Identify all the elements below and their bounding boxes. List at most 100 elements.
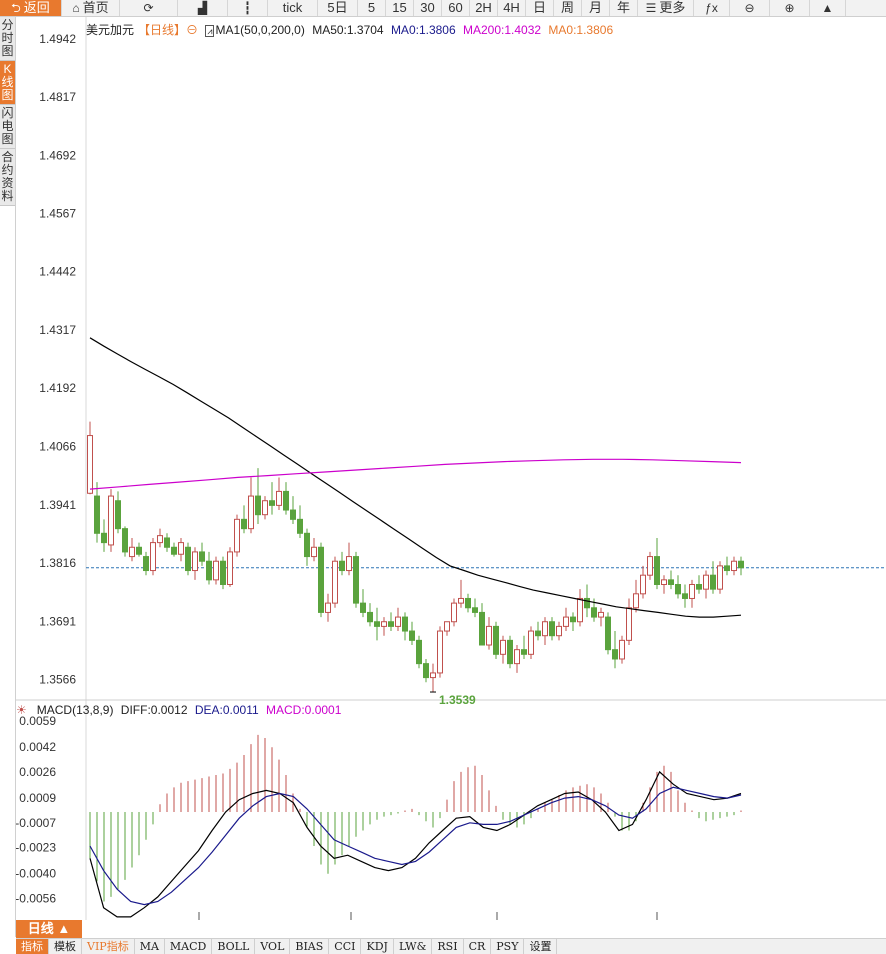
candle-body (262, 500, 268, 516)
indicator-tab-RSI[interactable]: RSI (432, 939, 464, 954)
candle-body (598, 611, 604, 618)
candle-body (255, 495, 261, 516)
toolbar-item-15[interactable]: 15 (386, 0, 414, 16)
toolbar-item-日[interactable]: 日 (526, 0, 554, 16)
price-tick: 1.4817 (39, 90, 76, 104)
indicator-tab-MACD[interactable]: MACD (165, 939, 213, 954)
candle (500, 635, 506, 664)
toolbar-item-更多[interactable]: ☰ 更多 (638, 0, 694, 16)
price-tick: 1.4567 (39, 207, 76, 221)
indicator-tab-BOLL[interactable]: BOLL (212, 939, 256, 954)
toolbar-item-月[interactable]: 月 (582, 0, 610, 16)
candle (430, 663, 436, 693)
indicator-tab-BIAS[interactable]: BIAS (290, 939, 330, 954)
indicator-tab-CCI[interactable]: CCI (329, 939, 362, 954)
candle (479, 603, 485, 646)
candle-body (346, 556, 352, 572)
indicator-tab-设置[interactable]: 设置 (524, 939, 558, 954)
indicator-tab-VOL[interactable]: VOL (255, 939, 291, 954)
candle (605, 612, 611, 655)
candle-body (206, 560, 212, 581)
indicator-tab-VIP指标[interactable]: VIP指标 (82, 939, 135, 954)
candle-body (430, 672, 436, 679)
indicator-tab-PSY[interactable]: PSY (491, 939, 525, 954)
candle (94, 482, 100, 543)
candle-body (640, 574, 646, 595)
candle (171, 542, 177, 557)
price-tick: 1.4942 (39, 32, 76, 46)
kline-chart[interactable]: 1.4942 1.4817 1.4692 1.4567 1.4442 1.4317 1.41… (15, 17, 886, 936)
indicator-tab-CR[interactable]: CR (464, 939, 492, 954)
indicator-tab-模板[interactable]: 模板 (49, 939, 82, 954)
toolbar-label: tick (282, 0, 303, 15)
price-tick: 1.3566 (39, 672, 76, 686)
candle (283, 482, 289, 515)
indicator-tab-指标[interactable]: 指标 (16, 939, 49, 954)
candle-body (325, 602, 331, 613)
toolbar-item-30[interactable]: 30 (414, 0, 442, 16)
candle (423, 658, 429, 683)
candle-body (388, 621, 394, 627)
candle-body (731, 560, 737, 572)
chart-area[interactable]: 1.4942 1.4817 1.4692 1.4567 1.4442 1.4317 1.41… (15, 17, 886, 936)
toolbar-item-4H[interactable]: 4H (498, 0, 526, 16)
candle (164, 533, 170, 552)
toolbar-item-zoom-in-icon[interactable]: ⊕ (770, 0, 810, 16)
toolbar-item-refresh-icon[interactable]: ⟳ (120, 0, 178, 16)
candle-body (94, 495, 100, 534)
toolbar-item-tick[interactable]: tick (268, 0, 318, 16)
toolbar-item-bar-chart-icon[interactable]: ▟ (178, 0, 228, 16)
candle-body (416, 639, 422, 665)
indicator-tab-KDJ[interactable]: KDJ (361, 939, 394, 954)
toolbar-item-triangle-up-icon[interactable]: ▲ (810, 0, 846, 16)
zoom-in-icon: ⊕ (784, 1, 795, 15)
side-tab-0[interactable]: 分时图 (0, 17, 15, 61)
candle (437, 626, 443, 678)
candle (626, 598, 632, 646)
period-button[interactable]: 日线 ▲ (16, 920, 82, 938)
toolbar-item-5日[interactable]: 5日 (318, 0, 358, 16)
toolbar-item-2H[interactable]: 2H (470, 0, 498, 16)
side-tab-2[interactable]: 闪电图 (0, 105, 15, 149)
candle-body (129, 546, 135, 558)
ma-indicator-icon[interactable]: ⩘ (205, 25, 215, 37)
toolbar-item-5[interactable]: 5 (358, 0, 386, 16)
candle-body (703, 574, 709, 590)
candle-body (647, 556, 653, 576)
triangle-up-icon: ▲ (821, 1, 834, 15)
candle (276, 477, 282, 511)
low-price-label: 1.3539 (439, 693, 476, 707)
price-tick: 1.4442 (39, 265, 76, 279)
macd-tick: 0.0059 (19, 714, 56, 728)
toolbar-item-candlestick-icon[interactable]: ┇ (228, 0, 268, 16)
toolbar-item-zoom-out-icon[interactable]: ⊖ (730, 0, 770, 16)
candle (325, 593, 331, 622)
sun-icon[interactable]: ☀ (16, 703, 27, 717)
candle (514, 645, 520, 673)
candle-body (122, 528, 128, 553)
candle (178, 537, 184, 562)
candle-body (556, 625, 562, 637)
toolbar-item-周[interactable]: 周 (554, 0, 582, 16)
candle (388, 612, 394, 632)
toolbar-label: 4H (503, 0, 520, 15)
candle-body (507, 639, 513, 665)
toolbar-item-年[interactable]: 年 (610, 0, 638, 16)
candle (710, 561, 716, 594)
candlestick-icon: ┇ (243, 1, 252, 15)
circle-icon[interactable]: ⊖ (186, 23, 199, 37)
toolbar-item-首页[interactable]: ⌂ 首页 (62, 0, 120, 16)
ma-name: MA1(50,0,200,0) (215, 23, 305, 37)
candle-body (115, 500, 121, 530)
indicator-tab-LW&[interactable]: LW& (394, 939, 433, 954)
indicator-tab-MA[interactable]: MA (135, 939, 165, 954)
menu-icon: ☰ (645, 1, 657, 15)
candle-body (535, 630, 541, 637)
toolbar-item-返回[interactable]: ⮌ 返回 (0, 0, 62, 16)
macd-tick: 0.0009 (19, 791, 56, 805)
toolbar-item-function-icon[interactable]: ƒx (694, 0, 730, 16)
toolbar-item-60[interactable]: 60 (442, 0, 470, 16)
side-tab-3[interactable]: 合约资料 (0, 149, 15, 206)
